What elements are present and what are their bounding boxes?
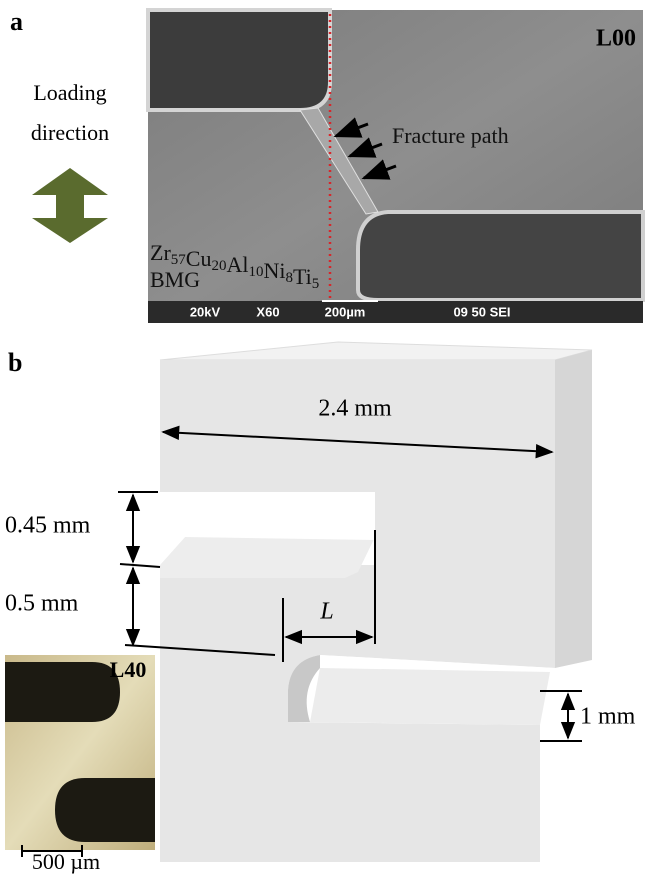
element: Zr [150, 240, 171, 265]
dimension-label: 0.45 mm [5, 513, 91, 539]
panel-label: b [8, 348, 22, 377]
loading-label: Loading [33, 80, 106, 105]
block-front [160, 360, 555, 862]
formula: Zr57Cu20Al10Ni8Ti5 [150, 240, 319, 292]
loading-arrow [32, 168, 108, 243]
dimension-label: 0.5 mm [5, 591, 79, 617]
dimension-label: L [319, 599, 333, 625]
info-text: 20kV [190, 304, 221, 319]
block-top [159, 341, 593, 361]
subscript: 57 [171, 252, 187, 268]
info-text: 09 50 SEI [453, 304, 510, 319]
element: Ti [293, 264, 312, 289]
element: Al [226, 252, 248, 277]
dimension-arrow [161, 425, 554, 459]
info-bar [148, 301, 643, 323]
slot-upper [160, 492, 375, 565]
subscript: 5 [312, 276, 320, 292]
subscript: 20 [211, 258, 226, 274]
panel-label: a [10, 7, 23, 36]
arrow [333, 117, 369, 138]
subscript: 10 [248, 264, 263, 280]
material: BMG [150, 267, 200, 292]
info-text: 200µm [325, 304, 366, 319]
arm-top [160, 537, 375, 578]
element: Cu [186, 246, 212, 271]
fracture-band [299, 107, 379, 215]
sample-label: L00 [596, 26, 636, 52]
dimension-label: 2.4 mm [318, 396, 392, 422]
slot-curve [288, 655, 320, 722]
arrow [347, 137, 383, 158]
notch-upper [146, 8, 332, 112]
dimension-label: 1 mm [580, 704, 636, 730]
scale-label: 500 µm [32, 849, 100, 874]
element: Ni [263, 258, 285, 283]
notch-lower [356, 210, 645, 302]
inset-notch [5, 662, 120, 722]
extension-line [119, 563, 161, 568]
inset-notch [55, 778, 155, 842]
slot-floor [310, 668, 550, 725]
info-text: X60 [256, 304, 279, 319]
extension-line [124, 644, 276, 656]
arrow [361, 159, 397, 180]
annotation: Fracture path [392, 123, 509, 148]
loading-label: direction [31, 120, 109, 145]
block-side [555, 350, 592, 668]
inset-label: L40 [110, 657, 147, 682]
subscript: 8 [285, 270, 293, 286]
